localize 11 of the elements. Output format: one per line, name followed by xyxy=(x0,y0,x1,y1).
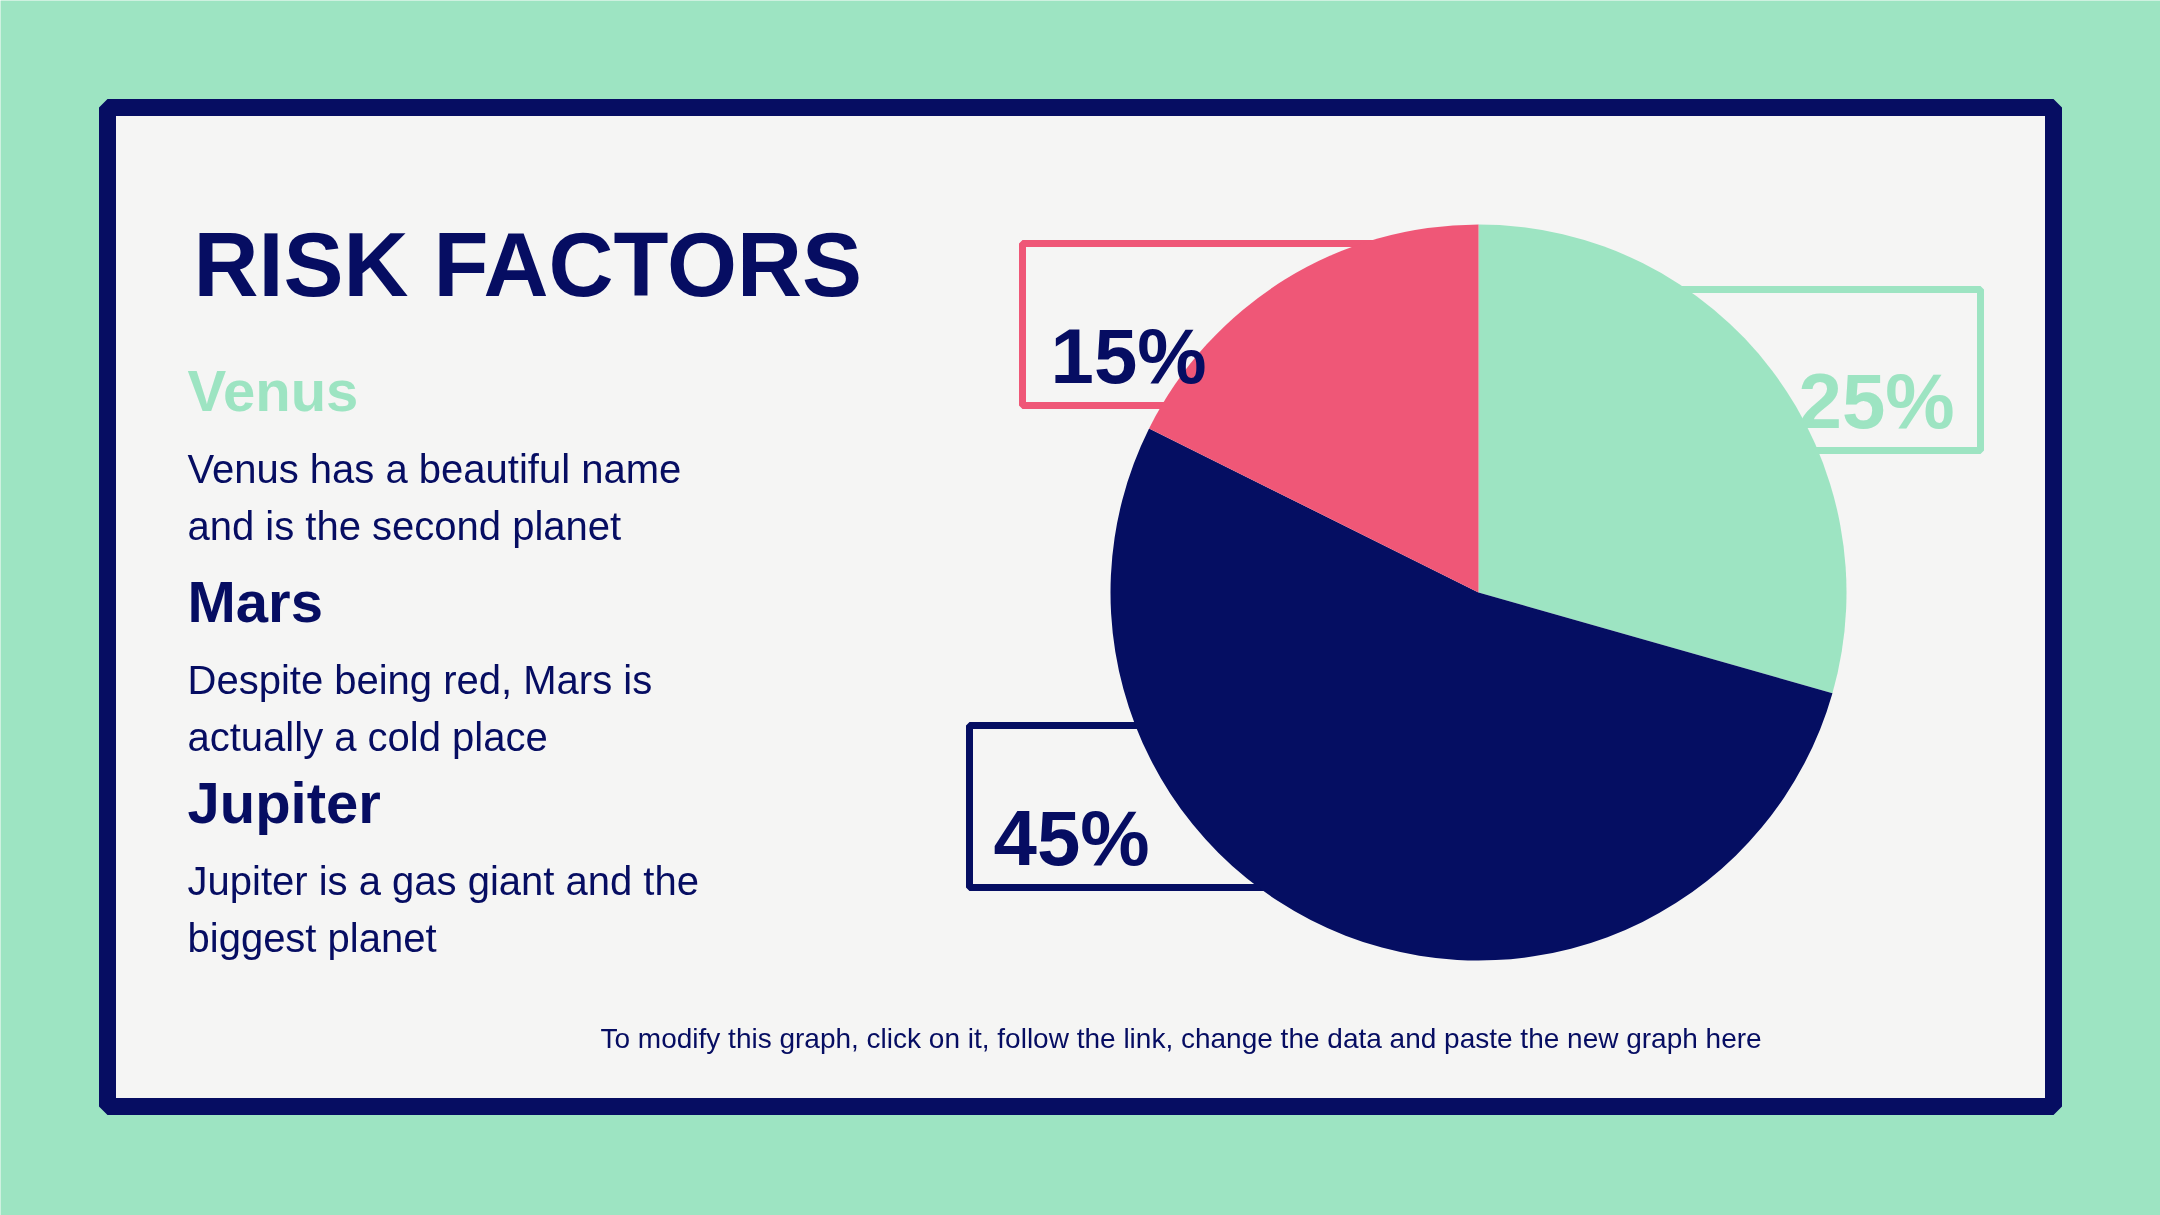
text: Mars xyxy=(187,569,323,634)
text: Despite being red, Mars is actually a cold place xyxy=(187,657,653,759)
data-label: 45% xyxy=(993,793,1150,882)
data-label: 15% xyxy=(1050,311,1207,400)
data-label: 25% xyxy=(1798,356,1955,445)
chart-title: RISK FACTORS xyxy=(193,214,862,315)
text: Jupiter is a gas giant and the biggest planet xyxy=(187,858,699,960)
text: Jupiter xyxy=(187,770,381,835)
text: Venus xyxy=(187,358,359,423)
text: To modify this graph, click on it, follow the link, change the data and paste the new graph here xyxy=(600,1023,1762,1054)
text: Venus has a beautiful name and is the second planet xyxy=(187,446,682,548)
